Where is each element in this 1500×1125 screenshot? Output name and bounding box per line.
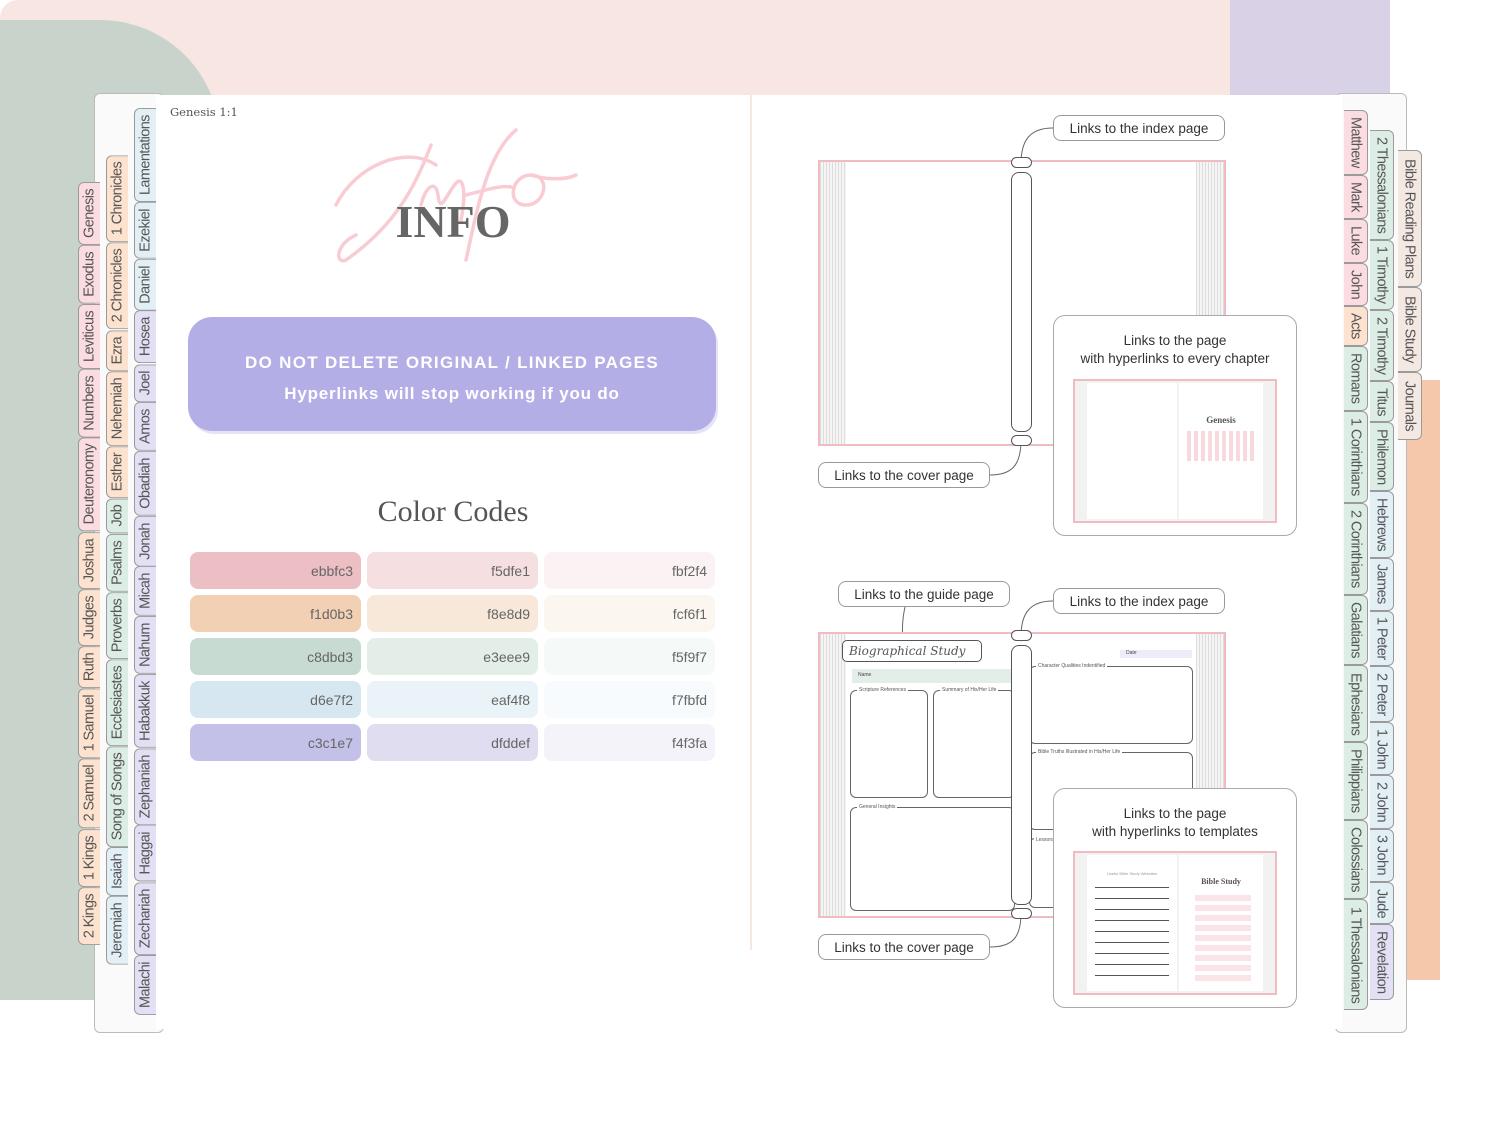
cover-hotspot[interactable] xyxy=(1011,435,1032,446)
tab-romans[interactable]: Romans xyxy=(1344,346,1368,412)
tab-ephesians[interactable]: Ephesians xyxy=(1344,665,1368,743)
tab-galatians[interactable]: Galatians xyxy=(1344,595,1368,666)
tab-colossians[interactable]: Colossians xyxy=(1344,820,1368,900)
tab-philemon[interactable]: Philemon xyxy=(1370,422,1394,492)
color-swatch: dfddef xyxy=(367,724,538,761)
summary-box: Summary of His/Her Life xyxy=(933,687,1015,798)
insights-box: General Insights xyxy=(850,804,1015,911)
tab-john[interactable]: John xyxy=(1344,262,1368,307)
chapter-grid xyxy=(1187,431,1257,461)
tab-bible-study[interactable]: Bible Study xyxy=(1398,287,1422,372)
spine-hotspot[interactable] xyxy=(1011,172,1032,432)
thumbnail-left-page xyxy=(1087,383,1177,519)
insights-label: General Insights xyxy=(857,804,898,810)
lessons-label: Lessons xyxy=(1034,837,1057,843)
verse-reference[interactable]: Genesis 1:1 xyxy=(170,105,238,119)
tab-1-timothy[interactable]: 1 Timothy xyxy=(1370,239,1394,311)
warning-line-1: DO NOT DELETE ORIGINAL / LINKED PAGES xyxy=(245,353,659,372)
color-swatch: c8dbd3 xyxy=(190,638,361,675)
website-list xyxy=(1095,881,1169,985)
callout-line-2: with hyperlinks to every chapter xyxy=(1080,351,1270,366)
cover-hotspot[interactable] xyxy=(1011,908,1032,919)
preview-left-tabs xyxy=(820,162,846,444)
color-swatch: eaf4f8 xyxy=(367,681,538,718)
callout-line-2: with hyperlinks to templates xyxy=(1092,824,1258,839)
tab-1-john[interactable]: 1 John xyxy=(1370,722,1394,776)
tab-2-john[interactable]: 2 John xyxy=(1370,775,1394,829)
tab-james[interactable]: James xyxy=(1370,557,1394,611)
template-link-callout: Links to the page with hyperlinks to tem… xyxy=(1053,788,1297,1008)
warning-banner: DO NOT DELETE ORIGINAL / LINKED PAGES Hy… xyxy=(188,317,716,431)
date-field: Date xyxy=(1120,650,1192,658)
color-swatch: f7fbfd xyxy=(544,681,715,718)
callout-line-1: Links to the page xyxy=(1123,806,1227,821)
tab-journals[interactable]: Journals xyxy=(1398,371,1422,440)
color-swatch: f8e8d9 xyxy=(367,595,538,632)
index-link-callout: Links to the index page xyxy=(1053,588,1225,614)
info-script-logo xyxy=(334,128,578,263)
thumbnail-left-title: Useful Bible Study Websites xyxy=(1106,871,1158,876)
chapter-page-thumbnail: Genesis xyxy=(1073,379,1277,523)
name-field: Name xyxy=(852,669,1017,683)
preview-left-tabs xyxy=(820,634,846,916)
tab-2-timothy[interactable]: 2 Timothy xyxy=(1370,310,1394,382)
color-codes-title: Color Codes xyxy=(377,495,529,528)
color-swatch: f5f9f7 xyxy=(544,638,715,675)
qualities-box: Character Qualities Indentified xyxy=(1029,663,1193,744)
tab-jude[interactable]: Jude xyxy=(1370,881,1394,925)
spine-hotspot[interactable] xyxy=(1011,645,1032,905)
color-swatch: fcf6f1 xyxy=(544,595,715,632)
tab-luke[interactable]: Luke xyxy=(1344,219,1368,263)
left-page: Genesis 1:1 INFO DO NOT DELETE ORIGINAL … xyxy=(156,95,750,1029)
tab-revelation[interactable]: Revelation xyxy=(1370,924,1394,1000)
summary-label: Summary of His/Her Life xyxy=(940,687,999,693)
scripture-box: Scripture References xyxy=(850,687,928,798)
tab-matthew[interactable]: Matthew xyxy=(1344,110,1368,175)
tab-philippians[interactable]: Philippians xyxy=(1344,742,1368,821)
index-link-callout: Links to the index page xyxy=(1053,115,1225,141)
tab-2-peter[interactable]: 2 Peter xyxy=(1370,666,1394,723)
warning-line-2: Hyperlinks will stop working if you do xyxy=(284,384,620,403)
tab-bible-reading-plans[interactable]: Bible Reading Plans xyxy=(1398,150,1422,288)
right-tab-column: 2 Thessalonians 1 Timothy 2 Timothy Titus Ph… xyxy=(1370,130,1394,1000)
page-title: INFO xyxy=(395,196,511,247)
thumbnail-title: Bible Study xyxy=(1201,877,1241,886)
template-list xyxy=(1195,895,1251,985)
callout-line-1: Links to the page xyxy=(1123,333,1227,348)
index-hotspot[interactable] xyxy=(1011,630,1032,641)
right-tab-column: Matthew Mark Luke John Acts Romans 1 Corinthia… xyxy=(1344,110,1368,1011)
tab-1-thessalonians[interactable]: 1 Thessalonians xyxy=(1344,899,1368,1011)
chapter-link-callout: Links to the page with hyperlinks to eve… xyxy=(1053,315,1297,536)
thumbnail-title: Genesis xyxy=(1206,415,1236,425)
scripture-label: Scripture References xyxy=(857,687,908,693)
tab-acts[interactable]: Acts xyxy=(1344,306,1368,347)
color-swatch: d6e7f2 xyxy=(190,681,361,718)
tab-mark[interactable]: Mark xyxy=(1344,175,1368,220)
tab-2-corinthians[interactable]: 2 Corinthians xyxy=(1344,503,1368,596)
guide-link-callout: Links to the guide page xyxy=(838,581,1010,607)
truths-label: Bible Truths Illustrated in His/Her Life xyxy=(1036,749,1123,755)
tab-hebrews[interactable]: Hebrews xyxy=(1370,491,1394,558)
tab-1-corinthians[interactable]: 1 Corinthians xyxy=(1344,411,1368,504)
color-swatch: c3c1e7 xyxy=(190,724,361,761)
color-swatch: f4f3fa xyxy=(544,724,715,761)
qualities-label: Character Qualities Indentified xyxy=(1036,663,1108,669)
color-swatch: f1d0b3 xyxy=(190,595,361,632)
tab-1-peter[interactable]: 1 Peter xyxy=(1370,610,1394,667)
index-hotspot[interactable] xyxy=(1011,157,1032,168)
color-swatch: f5dfe1 xyxy=(367,552,538,589)
color-swatch: e3eee9 xyxy=(367,638,538,675)
guide-title-hotspot[interactable]: Biographical Study xyxy=(842,640,982,662)
tab-3-john[interactable]: 3 John xyxy=(1370,828,1394,882)
color-swatch: ebbfc3 xyxy=(190,552,361,589)
color-swatch: fbf2f4 xyxy=(544,552,715,589)
cover-link-callout: Links to the cover page xyxy=(818,934,990,960)
tab-2-thessalonians[interactable]: 2 Thessalonians xyxy=(1370,130,1394,240)
tab-titus[interactable]: Titus xyxy=(1370,381,1394,423)
templates-thumbnail: Useful Bible Study Websites Bible Study xyxy=(1073,851,1277,995)
cover-link-callout: Links to the cover page xyxy=(818,462,990,488)
right-tab-column: Bible Reading Plans Bible Study Journals xyxy=(1398,150,1422,440)
